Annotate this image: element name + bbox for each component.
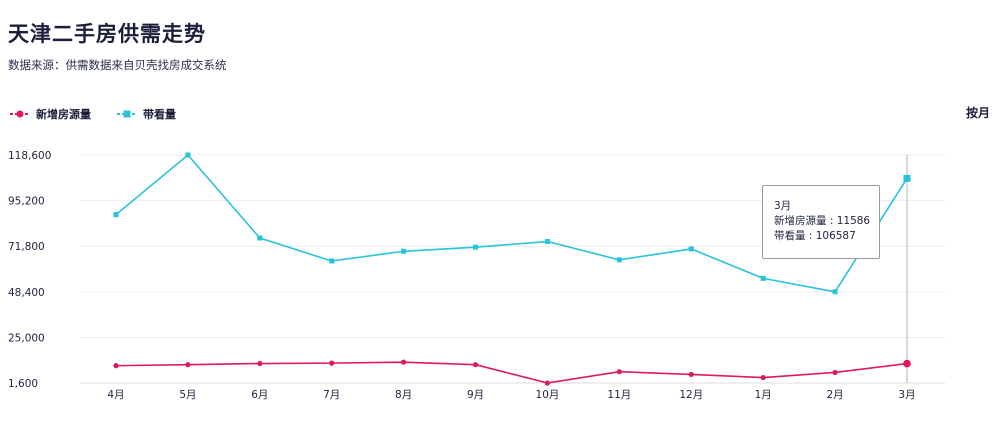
x-tick-label: 9月 xyxy=(467,389,484,401)
data-point xyxy=(616,257,622,263)
chart-legend: 新增房源量 带看量 xyxy=(10,106,202,122)
legend-item-new-listings[interactable]: 新增房源量 xyxy=(10,106,91,122)
x-tick-label: 5月 xyxy=(179,389,196,401)
data-point xyxy=(760,275,766,281)
chart-tooltip: 3月 新增房源量 : 11586 带看量 : 106587 xyxy=(762,185,880,259)
data-point xyxy=(113,363,119,369)
data-point xyxy=(329,360,335,366)
chart-subtitle: 数据来源：供需数据来自贝壳找房成交系统 xyxy=(8,58,227,72)
tooltip-month: 3月 xyxy=(774,200,792,212)
data-point xyxy=(832,369,838,376)
y-tick-label: 48,400 xyxy=(8,287,45,299)
data-point xyxy=(113,212,119,218)
legend-label-viewings: 带看量 xyxy=(143,108,176,121)
legend-label-new-listings: 新增房源量 xyxy=(36,108,91,121)
y-tick-label: 25,000 xyxy=(8,332,45,344)
x-tick-label: 1月 xyxy=(755,389,772,401)
x-tick-label: 11月 xyxy=(607,389,631,401)
data-point xyxy=(472,362,479,368)
data-point xyxy=(903,174,911,182)
legend-item-viewings[interactable]: 带看量 xyxy=(117,106,176,122)
y-tick-label: 118,600 xyxy=(8,150,51,162)
data-point xyxy=(329,258,335,264)
data-point xyxy=(688,246,694,252)
data-point xyxy=(401,248,407,254)
data-point xyxy=(185,152,191,158)
x-tick-label: 8月 xyxy=(395,389,412,401)
y-tick-label: 95,200 xyxy=(8,196,45,208)
x-tick-label: 12月 xyxy=(679,389,703,401)
data-point xyxy=(401,359,407,365)
chart-title: 天津二手房供需走势 xyxy=(8,22,206,46)
series-line-1 xyxy=(115,154,908,293)
legend-square-marker-icon xyxy=(117,110,137,118)
data-point xyxy=(257,235,263,241)
y-tick-label: 71,800 xyxy=(8,241,45,253)
data-point xyxy=(544,380,551,386)
y-tick-label: 1,600 xyxy=(8,378,38,390)
data-point xyxy=(832,289,838,295)
data-point xyxy=(544,239,550,245)
data-point xyxy=(185,362,191,368)
x-tick-label: 7月 xyxy=(323,389,340,401)
x-tick-label: 2月 xyxy=(826,389,843,401)
data-point xyxy=(616,369,622,375)
tooltip-viewings: 带看量 : 106587 xyxy=(774,230,856,242)
x-tick-label: 6月 xyxy=(251,389,268,401)
data-point xyxy=(257,360,263,367)
x-tick-label: 3月 xyxy=(898,389,915,401)
series-line-0 xyxy=(115,361,908,384)
x-tick-label: 10月 xyxy=(536,389,560,401)
period-toggle-button[interactable]: 按月 xyxy=(965,106,990,120)
data-point xyxy=(688,371,694,378)
data-point xyxy=(760,374,766,381)
legend-circle-marker-icon xyxy=(10,110,30,118)
tooltip-new-listings: 新增房源量 : 11586 xyxy=(774,215,871,227)
data-point xyxy=(473,244,479,250)
x-tick-label: 4月 xyxy=(107,389,124,401)
data-point xyxy=(903,359,911,368)
